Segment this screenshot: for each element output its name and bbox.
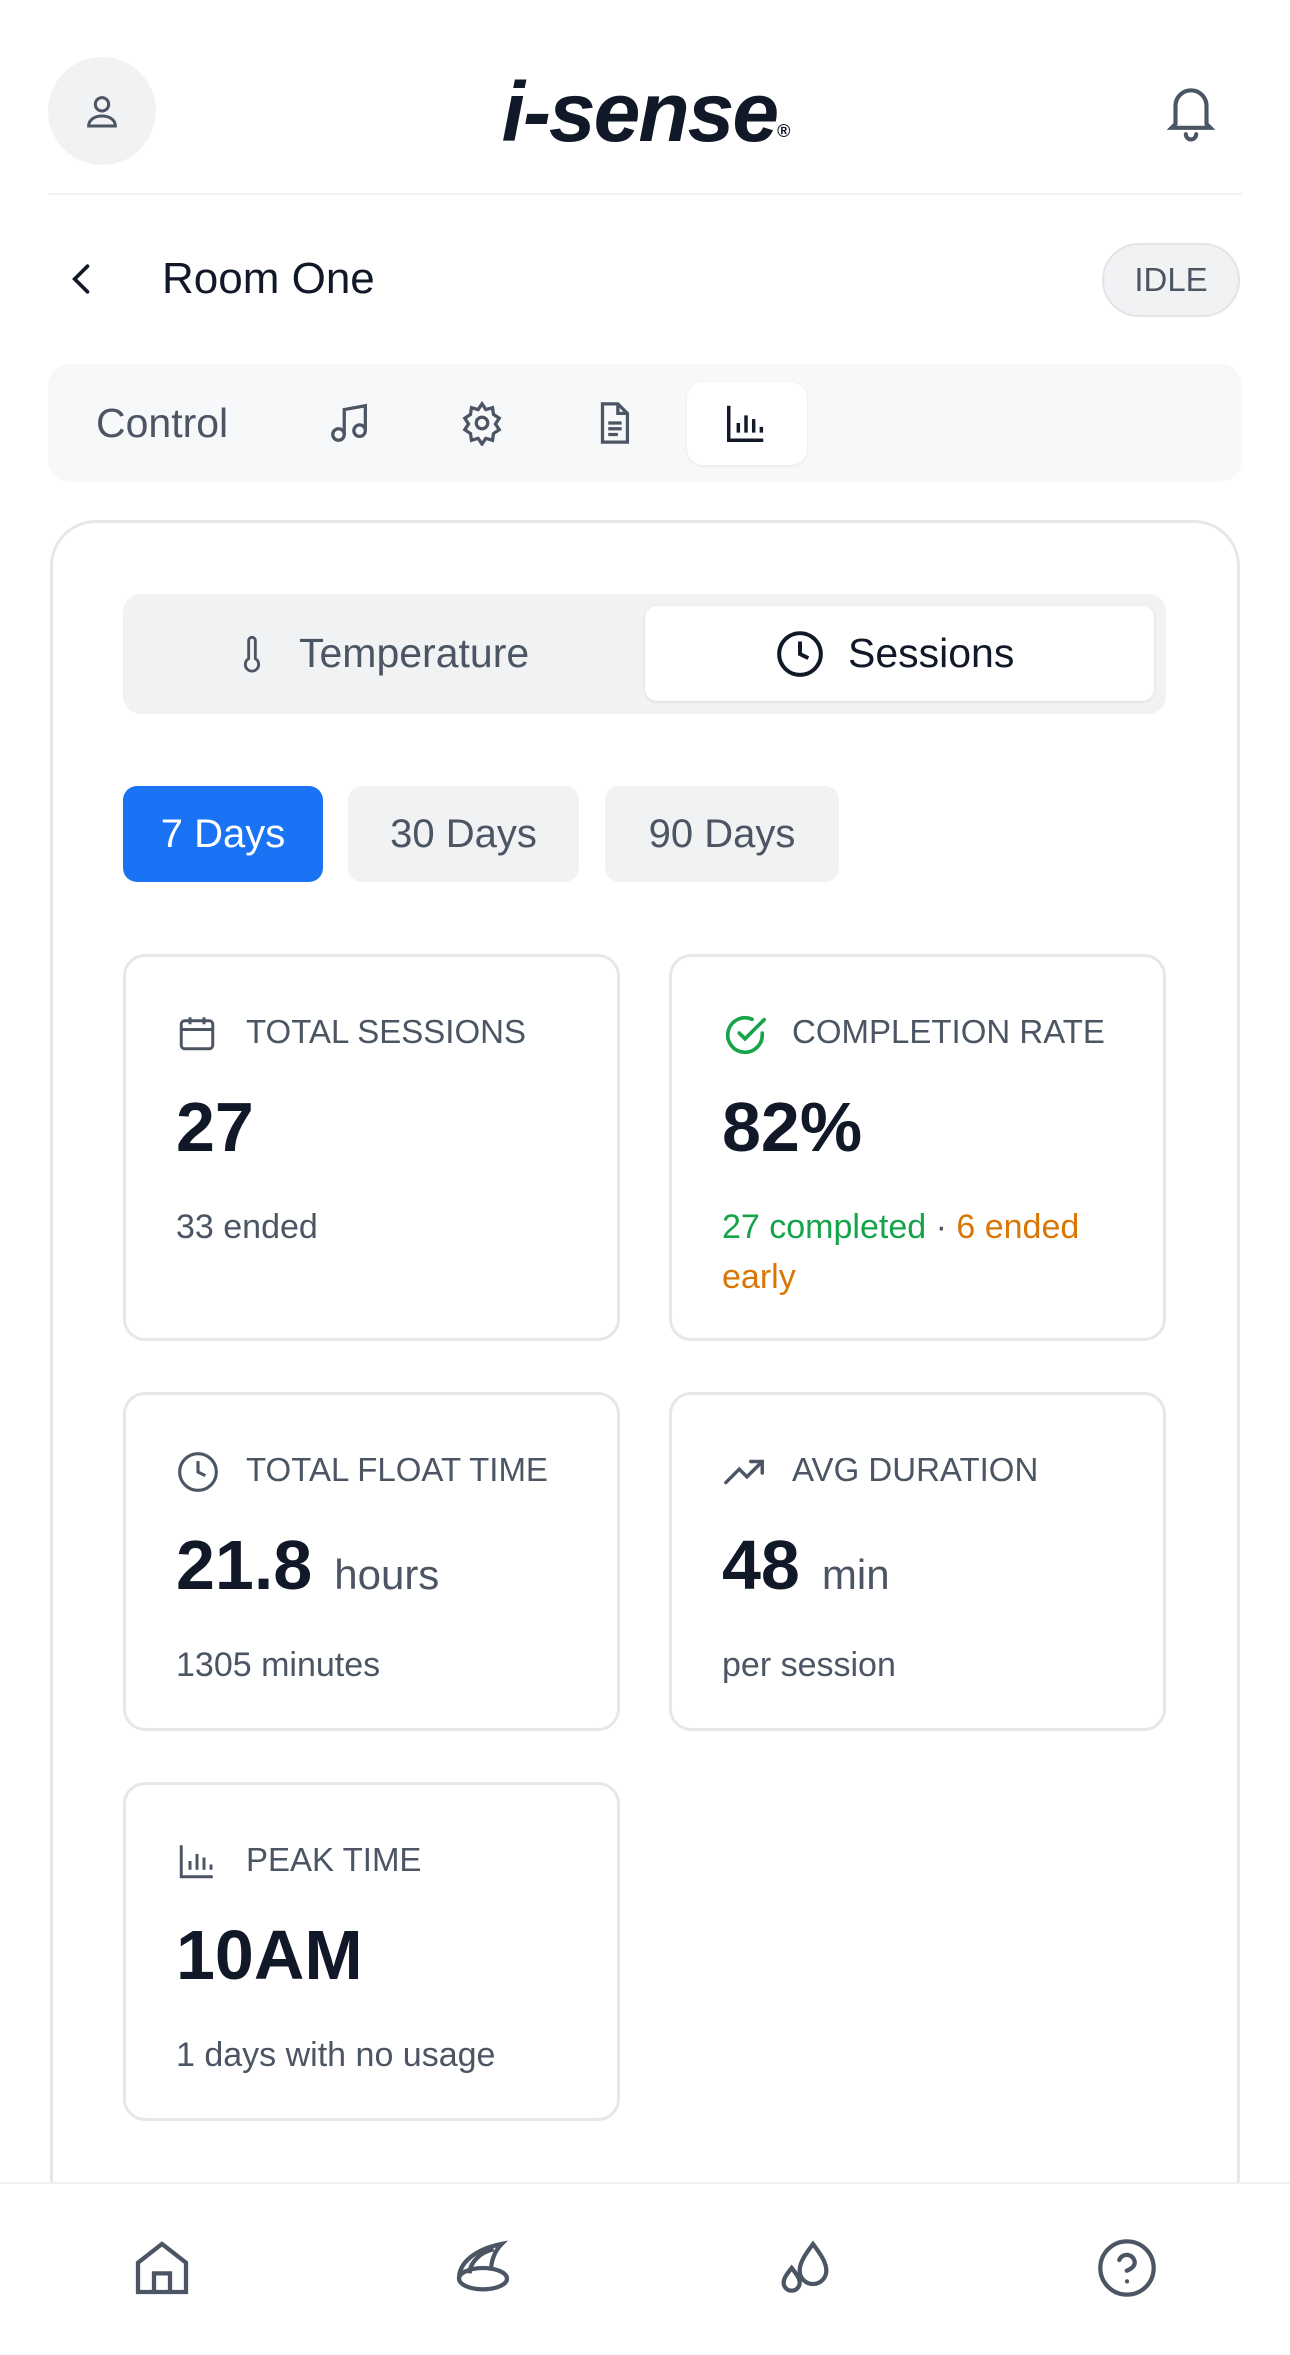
card-sub: 1 days with no usage [176,2036,496,2074]
value-unit: min [821,1551,890,1598]
range-button[interactable]: 7 Days [123,786,323,882]
chart-icon [176,1840,218,1886]
value-number: 48 [722,1526,800,1604]
clock-icon [775,629,825,679]
status-badge: IDLE [1102,243,1240,317]
separator: · [935,1208,947,1246]
nav-home[interactable] [130,2236,194,2300]
card-label: TOTAL FLOAT TIME [246,1451,548,1488]
card-sub: 27 completed · 6 ended early [722,1202,1123,1302]
check-icon [722,1012,768,1062]
trend-icon [722,1450,768,1500]
card-sub: per session [722,1646,896,1684]
tab-notes[interactable] [591,400,637,446]
tab-control[interactable]: Control [96,400,229,446]
profile-button[interactable] [48,57,156,165]
card-value: 27 [176,1088,254,1166]
value-number: 21.8 [176,1526,313,1604]
card-label: COMPLETION RATE [792,1013,1105,1050]
nav-help[interactable] [1095,2236,1159,2300]
card-label: PEAK TIME [246,1841,422,1878]
stat-card: AVG DURATION 48 min per session [669,1392,1166,1731]
logo: i-sense® [0,70,1290,177]
stat-card: TOTAL FLOAT TIME 21.8 hours 1305 minutes [123,1392,620,1731]
segment-active-bg [645,606,1154,701]
header-divider [48,193,1242,195]
stat-card: COMPLETION RATE 82% 27 completed · 6 end… [669,954,1166,1341]
tab-music[interactable] [327,400,373,446]
range-button[interactable]: 30 Days [348,786,579,882]
value-unit: hours [334,1551,440,1598]
card-value: 48 min [722,1523,890,1617]
stat-card: TOTAL SESSIONS 27 33 ended [123,954,620,1341]
segment-sessions[interactable]: Sessions [848,630,1015,676]
bottom-nav [0,2182,1290,2355]
card-sub: 33 ended [176,1208,318,1246]
logo-mark: ® [777,121,790,141]
notifications-button[interactable] [1160,80,1222,142]
completed-text: 27 completed [722,1208,927,1246]
back-button[interactable] [60,257,104,301]
ended-early-text: 6 ended early [722,1208,1080,1296]
calendar-icon [176,1012,218,1058]
logo-text: i-sense [501,65,779,159]
room-title: Room One [162,254,375,303]
card-sub: 1305 minutes [176,1646,381,1684]
tab-stats[interactable] [723,400,769,446]
nav-pod[interactable] [451,2236,515,2300]
card-value: 21.8 hours [176,1523,439,1617]
range-button[interactable]: 90 Days [605,786,839,882]
card-label: AVG DURATION [792,1451,1039,1488]
tab-settings[interactable] [459,400,505,446]
nav-water[interactable] [773,2236,837,2300]
thermometer-icon [232,630,272,678]
clock-icon [176,1450,220,1498]
stat-card: PEAK TIME 10AM 1 days with no usage [123,1782,620,2121]
card-value: 10AM [176,1916,363,1994]
tab-bar [48,364,1242,482]
segment-temperature[interactable]: Temperature [299,630,530,676]
card-value: 82% [722,1088,863,1166]
card-label: TOTAL SESSIONS [246,1013,526,1050]
